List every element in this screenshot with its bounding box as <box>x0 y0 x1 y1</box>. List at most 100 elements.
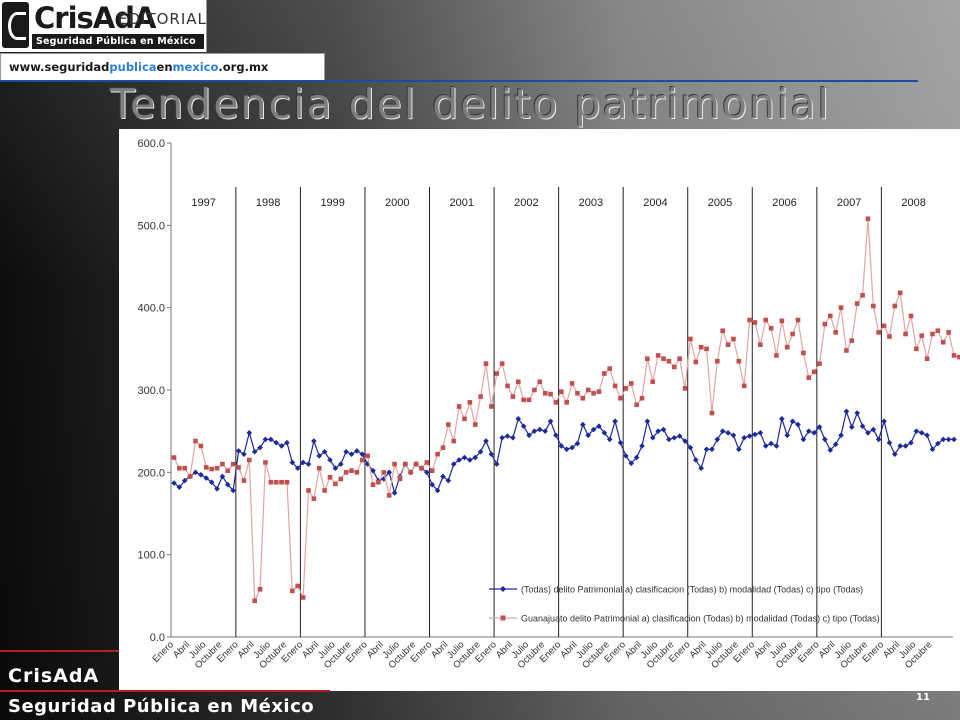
data-point-guanajuato <box>322 488 327 493</box>
data-point-guanajuato <box>214 465 220 471</box>
data-point-todas <box>865 430 871 436</box>
data-point-todas <box>337 461 344 467</box>
data-point-todas <box>241 451 247 458</box>
data-point-todas <box>692 457 699 463</box>
data-point-guanajuato <box>510 394 516 399</box>
data-point-todas <box>838 432 844 439</box>
data-point-guanajuato <box>677 356 682 362</box>
data-point-guanajuato <box>564 400 569 405</box>
data-point-guanajuato <box>957 354 960 360</box>
data-point-guanajuato <box>865 216 871 222</box>
data-point-todas <box>445 477 452 484</box>
data-point-guanajuato <box>688 336 693 342</box>
data-point-todas <box>321 448 328 455</box>
data-point-guanajuato <box>650 379 656 385</box>
data-point-todas <box>456 457 462 463</box>
footer-divider <box>0 650 119 652</box>
data-point-guanajuato <box>704 346 709 352</box>
data-point-todas <box>488 451 495 458</box>
data-point-guanajuato <box>435 451 440 457</box>
data-point-todas <box>918 430 925 436</box>
data-point-todas <box>601 430 608 436</box>
slide-title: Tendencia del delito patrimonial <box>110 80 831 128</box>
data-point-guanajuato <box>526 397 532 403</box>
data-point-todas <box>698 465 704 472</box>
data-point-guanajuato <box>758 342 763 348</box>
data-point-guanajuato <box>628 381 634 386</box>
data-point-guanajuato <box>327 474 333 480</box>
data-point-guanajuato <box>618 395 623 401</box>
data-point-todas <box>649 434 656 441</box>
data-point-guanajuato <box>311 496 317 501</box>
data-point-todas <box>370 467 376 474</box>
data-point-todas <box>327 457 333 463</box>
year-label: 2003 <box>579 197 603 209</box>
data-point-guanajuato <box>827 313 833 319</box>
data-point-todas <box>531 428 538 434</box>
data-point-guanajuato <box>801 350 806 356</box>
data-point-todas <box>811 430 817 436</box>
data-point-guanajuato <box>548 391 553 397</box>
data-point-guanajuato <box>731 336 736 342</box>
data-point-todas <box>284 439 290 446</box>
data-point-guanajuato <box>553 400 559 405</box>
data-point-todas <box>676 433 683 439</box>
data-point-guanajuato <box>365 453 370 459</box>
year-label: 2002 <box>514 197 538 209</box>
data-point-todas <box>526 432 532 439</box>
data-point-guanajuato <box>887 334 892 339</box>
data-point-guanajuato <box>838 305 844 310</box>
data-point-guanajuato <box>467 400 473 405</box>
data-point-guanajuato <box>881 323 887 329</box>
data-point-todas <box>623 453 629 459</box>
line-chart: 0.0 100.0 200.0 300.0 400.0 500.0 600.0 1997 199… <box>137 138 960 671</box>
data-point-todas <box>682 438 688 444</box>
data-point-guanajuato <box>316 465 322 471</box>
data-point-todas <box>746 433 753 439</box>
data-point-guanajuato <box>693 359 699 365</box>
data-point-guanajuato <box>892 303 898 309</box>
data-point-guanajuato <box>182 465 188 471</box>
data-point-guanajuato <box>386 493 392 498</box>
data-point-todas <box>590 426 597 433</box>
data-point-guanajuato <box>494 371 500 376</box>
data-point-guanajuato <box>257 586 263 592</box>
data-point-todas <box>795 421 801 428</box>
data-point-todas <box>219 473 226 480</box>
y-tick-label: 100.0 <box>137 550 165 562</box>
data-point-todas <box>574 440 581 447</box>
data-point-todas <box>714 436 721 443</box>
data-point-todas <box>305 461 312 467</box>
data-point-todas <box>483 438 489 444</box>
data-point-guanajuato <box>634 402 639 408</box>
data-point-guanajuato <box>306 488 311 493</box>
data-point-guanajuato <box>241 478 247 483</box>
year-label: 2004 <box>643 197 667 209</box>
data-point-guanajuato <box>747 317 752 323</box>
data-point-guanajuato <box>580 395 586 401</box>
website-url[interactable]: www.seguridadpublicaenmexico.org.mx <box>0 53 325 81</box>
data-point-guanajuato <box>612 383 618 389</box>
data-point-todas <box>300 459 306 466</box>
data-point-guanajuato <box>424 460 430 465</box>
data-point-guanajuato <box>715 358 720 364</box>
logo-icon <box>2 2 29 48</box>
data-point-guanajuato <box>720 328 725 334</box>
data-point-todas <box>757 430 764 436</box>
data-point-guanajuato <box>682 386 688 391</box>
data-point-todas <box>929 446 936 453</box>
data-point-todas <box>671 434 678 441</box>
data-point-guanajuato <box>499 361 505 366</box>
data-point-todas <box>816 424 823 430</box>
data-point-guanajuato <box>440 445 446 450</box>
data-point-guanajuato <box>489 404 494 409</box>
year-label: 2006 <box>772 197 796 209</box>
data-point-guanajuato <box>924 356 930 362</box>
data-point-guanajuato <box>295 583 301 589</box>
data-point-todas <box>848 424 855 430</box>
data-point-guanajuato <box>521 397 526 403</box>
data-point-todas <box>569 444 575 451</box>
data-point-todas <box>192 469 199 476</box>
data-point-guanajuato <box>591 390 596 396</box>
data-point-guanajuato <box>284 479 290 485</box>
